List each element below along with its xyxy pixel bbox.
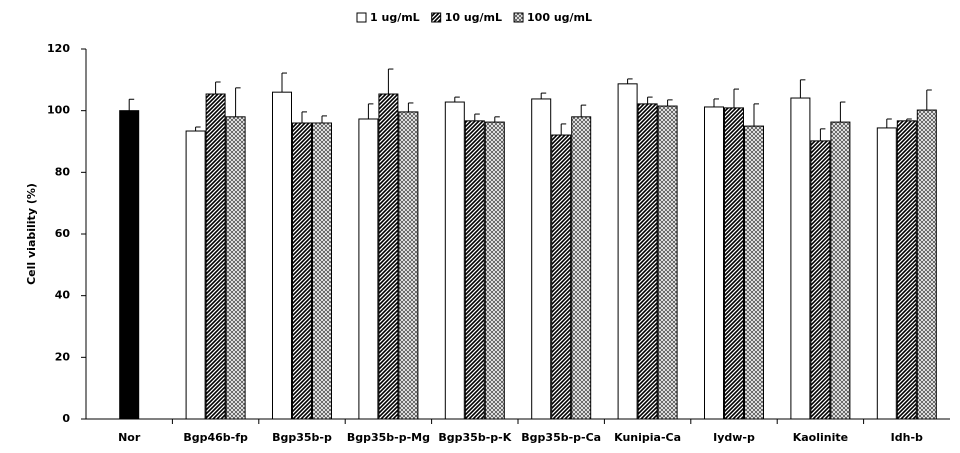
x-tick-label: Bgp35b-p-Ca — [521, 431, 601, 444]
bar — [617, 83, 638, 420]
y-tick-label: 80 — [55, 165, 71, 178]
legend-label: 100 ug/mL — [527, 11, 592, 24]
bar — [205, 93, 226, 420]
x-tick-label: Bgp35b-p-K — [438, 431, 511, 444]
bar — [185, 130, 206, 420]
bar — [484, 121, 505, 420]
bar — [830, 121, 851, 420]
bar — [225, 116, 246, 420]
bar — [657, 105, 678, 420]
bar — [876, 127, 897, 420]
bar — [724, 107, 744, 420]
bar — [312, 122, 332, 420]
bar — [896, 120, 917, 420]
y-tick-label: 40 — [55, 289, 71, 302]
x-tick-label: Kunipia-Ca — [614, 431, 681, 444]
x-tick-label: Idh-b — [891, 431, 923, 444]
bar — [744, 125, 764, 420]
bar — [358, 118, 379, 420]
x-tick-label: Kaolinite — [793, 431, 848, 444]
bar — [272, 91, 292, 420]
bar — [464, 120, 485, 420]
legend-swatch — [356, 12, 367, 23]
x-tick-label: Bgp35b-p — [272, 431, 332, 444]
y-tick-label: 0 — [62, 412, 70, 425]
bar — [551, 134, 572, 420]
bar — [444, 101, 465, 420]
bar — [119, 110, 140, 420]
bar — [810, 140, 831, 420]
bar — [571, 116, 592, 420]
x-tick-label: Bgp46b-fp — [183, 431, 248, 444]
legend-label: 1 ug/mL — [370, 11, 420, 24]
y-tick-label: 60 — [55, 227, 71, 240]
x-tick-label: Iydw-p — [713, 431, 755, 444]
y-axis-label: Cell viability (%) — [25, 183, 38, 285]
y-tick-label: 20 — [55, 350, 71, 363]
legend-swatch — [431, 12, 442, 23]
bar — [916, 109, 937, 420]
legend-swatch — [513, 12, 524, 23]
y-tick-label: 120 — [47, 42, 70, 55]
y-tick-label: 100 — [47, 104, 70, 117]
bar — [398, 111, 419, 420]
legend-label: 10 ug/mL — [445, 11, 502, 24]
x-tick-label: Bgp35b-p-Mg — [347, 431, 430, 444]
bar — [790, 97, 811, 420]
bar — [378, 93, 399, 420]
x-tick-label: Nor — [118, 431, 141, 444]
bar — [637, 103, 658, 420]
bar — [531, 98, 552, 420]
bar — [704, 106, 724, 420]
bar — [292, 122, 312, 420]
